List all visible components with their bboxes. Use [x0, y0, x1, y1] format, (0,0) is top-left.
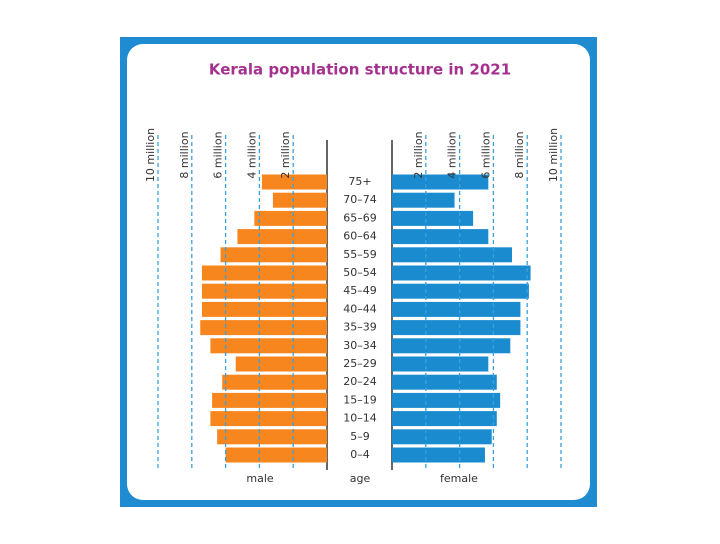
bar — [210, 338, 327, 354]
age-label: 35–39 — [343, 321, 377, 334]
age-label: 55–59 — [343, 248, 377, 261]
bar — [225, 447, 327, 463]
bar — [392, 210, 474, 226]
age-label: 15–19 — [343, 393, 377, 406]
age-label: 20–24 — [343, 375, 377, 388]
bar — [235, 356, 327, 372]
bar — [201, 265, 327, 281]
bar — [201, 301, 327, 317]
x-tick-label: 6 million — [212, 131, 225, 178]
x-tick-label: 6 million — [479, 131, 492, 178]
bar — [392, 247, 512, 263]
bar — [212, 392, 327, 408]
age-label: 60–64 — [343, 230, 377, 243]
bar — [392, 429, 492, 445]
bar — [392, 320, 521, 336]
x-tick-label: 4 million — [446, 131, 459, 178]
bar — [254, 210, 327, 226]
bar — [217, 429, 327, 445]
bar — [392, 229, 489, 245]
x-tick-label: 8 million — [178, 131, 191, 178]
bar — [392, 374, 497, 390]
legend-label: male — [246, 472, 274, 485]
bar — [210, 411, 327, 427]
x-tick-label: 2 million — [412, 131, 425, 178]
chart-title: Kerala population structure in 2021 — [209, 61, 511, 79]
age-label: 70–74 — [343, 193, 377, 206]
age-label: 40–44 — [343, 302, 377, 315]
bar — [392, 338, 511, 354]
x-tick-label: 10 million — [144, 128, 157, 182]
axis-label: age — [350, 472, 371, 485]
age-label: 75+ — [348, 175, 371, 188]
bar — [392, 392, 501, 408]
age-label: 65–69 — [343, 211, 377, 224]
bar — [200, 320, 327, 336]
bar — [392, 283, 529, 299]
age-label: 30–34 — [343, 339, 377, 352]
age-label: 25–29 — [343, 357, 377, 370]
legend-label: female — [440, 472, 478, 485]
x-tick-label: 2 million — [279, 131, 292, 178]
x-tick-label: 4 million — [245, 131, 258, 178]
x-tick-label: 10 million — [547, 128, 560, 182]
age-label: 5–9 — [350, 430, 370, 443]
bar — [222, 374, 327, 390]
bar — [392, 411, 497, 427]
bar — [392, 356, 489, 372]
bar — [220, 247, 327, 263]
age-label: 50–54 — [343, 266, 377, 279]
bar — [392, 174, 489, 190]
bar — [201, 283, 327, 299]
bar — [272, 192, 327, 208]
age-label: 0–4 — [350, 448, 370, 461]
age-label: 45–49 — [343, 284, 377, 297]
bar — [261, 174, 327, 190]
bar — [392, 301, 521, 317]
bar — [392, 265, 531, 281]
x-tick-label: 8 million — [513, 131, 526, 178]
bar — [392, 447, 485, 463]
age-label: 10–14 — [343, 412, 377, 425]
bar — [237, 229, 327, 245]
bar — [392, 192, 455, 208]
